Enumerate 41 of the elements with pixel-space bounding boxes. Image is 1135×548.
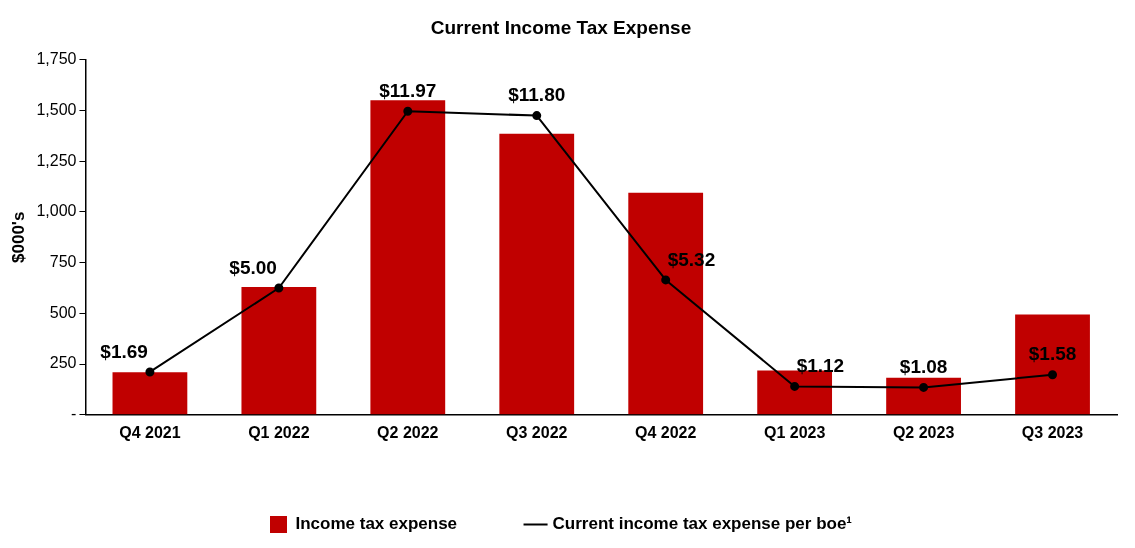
- y-tick-label: 500: [49, 303, 77, 321]
- data-label: $11.80: [508, 84, 566, 106]
- bar: [499, 133, 575, 415]
- bar: [1015, 314, 1090, 415]
- data-label: $1.12: [796, 355, 845, 377]
- bar: [241, 287, 317, 415]
- point: [919, 382, 929, 392]
- chart-title: Current Income Tax Expense: [430, 16, 692, 38]
- y-tick-label: -: [71, 405, 77, 423]
- point: [661, 275, 671, 285]
- data-label: $5.00: [229, 256, 277, 278]
- bar: [112, 372, 188, 415]
- x-tick-label: Q2 2023: [892, 423, 955, 441]
- x-tick-label: Q4 2021: [119, 423, 181, 441]
- point: [403, 106, 413, 116]
- data-label: $1.69: [100, 340, 148, 362]
- point: [145, 367, 155, 377]
- point: [274, 283, 284, 293]
- y-tick-label: 250: [49, 354, 77, 372]
- legend-label: Income tax expense: [295, 514, 458, 534]
- data-label: $1.08: [899, 356, 948, 378]
- y-tick-label: 1,000: [36, 202, 77, 220]
- x-tick-label: Q2 2022: [377, 423, 439, 441]
- y-tick-label: 1,750: [36, 50, 77, 68]
- point: [532, 111, 542, 121]
- legend-label: Current income tax expense per boe¹: [552, 514, 853, 534]
- x-tick-label: Q4 2022: [635, 423, 697, 441]
- data-label: $1.58: [1028, 343, 1077, 365]
- x-tick-label: Q1 2022: [248, 423, 310, 441]
- point: [790, 381, 800, 391]
- y-tick-label: 750: [49, 253, 77, 271]
- x-tick-label: Q3 2022: [506, 423, 568, 441]
- bar: [370, 100, 446, 415]
- data-label: $11.97: [379, 80, 437, 102]
- y-tick-label: 1,250: [36, 151, 77, 169]
- x-tick-label: Q1 2023: [763, 423, 826, 441]
- y-tick-label: 1,500: [36, 100, 77, 118]
- y-axis-title: $000's: [8, 211, 28, 263]
- x-tick-label: Q3 2023: [1021, 423, 1084, 441]
- bar: [886, 377, 961, 415]
- point: [1048, 370, 1058, 380]
